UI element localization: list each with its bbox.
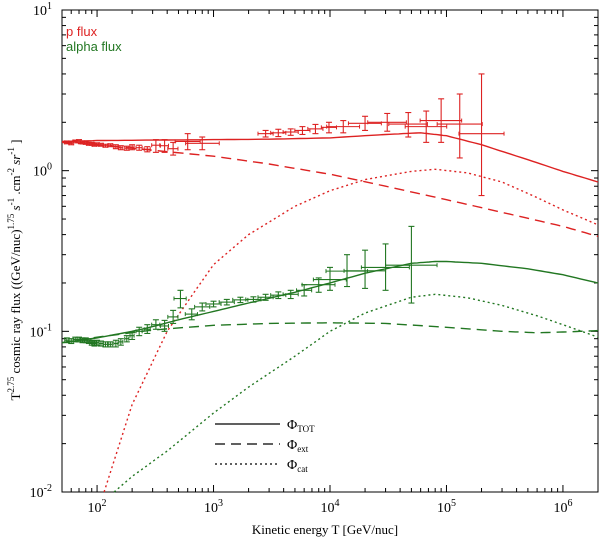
plot-area-frame	[61, 9, 599, 493]
alpha-data-point	[135, 326, 143, 337]
y-tick-label: 10-2	[30, 483, 52, 501]
x-tick-labels: 102 103 104 105 106	[88, 498, 573, 516]
alpha-data-point	[117, 338, 124, 346]
curve-p-catastrophic	[103, 168, 599, 493]
x-tick-label: 103	[204, 498, 223, 516]
alpha-data-point	[123, 335, 130, 343]
alpha-data-point	[385, 225, 438, 304]
p-data-point	[135, 144, 143, 151]
x-tick-label: 105	[437, 498, 456, 516]
model-curves	[61, 132, 599, 493]
p-data-point	[185, 136, 220, 151]
p-data-point	[436, 93, 483, 159]
p-data-point	[107, 143, 114, 148]
alpha-data-point	[151, 319, 161, 330]
alpha-data-point	[218, 298, 235, 306]
p-data-point	[419, 98, 463, 143]
alpha-data-point	[184, 308, 198, 321]
curve-p-total	[61, 132, 599, 183]
x-tick-label: 106	[553, 498, 572, 516]
p-data-point	[123, 145, 130, 151]
alpha-data-point	[282, 289, 299, 300]
alpha-data-point	[257, 293, 274, 301]
alpha-data-point	[167, 309, 179, 324]
alpha-data-point	[343, 249, 387, 289]
data-points	[63, 73, 505, 348]
p-data-point	[388, 111, 428, 138]
line-style-legend: ΦTOT Φext Φcat	[215, 418, 315, 474]
alpha-data-point	[107, 341, 114, 348]
p-data-point	[320, 121, 337, 134]
axis-ticks	[61, 9, 599, 493]
p-data-point	[159, 139, 169, 153]
alpha-data-point	[245, 296, 262, 303]
legend-p-flux: p flux	[66, 24, 98, 39]
alpha-data-point	[112, 339, 119, 348]
y-tick-label: 100	[33, 162, 52, 180]
legend-phi-ext: Φext	[287, 438, 309, 454]
p-data-point	[167, 141, 179, 156]
p-data-point	[282, 128, 299, 136]
x-tick-label: 104	[321, 498, 340, 516]
legend-alpha-flux: alpha flux	[66, 39, 122, 54]
alpha-data-point	[194, 302, 211, 312]
curve-alpha-catastrophic	[113, 293, 599, 493]
curve-alpha-external	[61, 322, 599, 344]
alpha-data-point	[159, 319, 169, 332]
y-tick-label: 101	[33, 1, 52, 19]
p-data-point	[143, 146, 151, 153]
p-data-point	[347, 115, 382, 131]
alpha-data-point	[129, 331, 136, 341]
p-data-point	[129, 144, 136, 151]
x-axis-label: Kinetic energy T [GeV/nuc]	[252, 522, 398, 537]
p-data-point	[174, 133, 201, 151]
alpha-data-point	[205, 300, 222, 308]
p-data-point	[458, 73, 505, 197]
y-axis-label: T2.75 cosmic ray flux ((GeV/nuc)1.75 s-1…	[6, 140, 23, 401]
p-data-point	[151, 139, 161, 153]
p-data-point	[367, 112, 407, 132]
y-tick-labels: 10-2 10-1 100 101	[30, 1, 52, 501]
alpha-data-point	[296, 284, 313, 297]
alpha-data-point	[79, 337, 86, 344]
p-data-point	[404, 110, 448, 143]
p-data-point	[117, 145, 124, 151]
p-data-point	[326, 120, 361, 134]
legend-phi-cat: Φcat	[287, 458, 308, 474]
alpha-data-point	[102, 341, 109, 348]
legend-phi-tot: ΦTOT	[287, 418, 315, 434]
alpha-data-point	[68, 338, 75, 345]
y-tick-label: 10-1	[30, 322, 52, 340]
alpha-data-point	[143, 324, 151, 335]
alpha-data-point	[173, 289, 187, 309]
x-tick-label: 102	[88, 498, 107, 516]
